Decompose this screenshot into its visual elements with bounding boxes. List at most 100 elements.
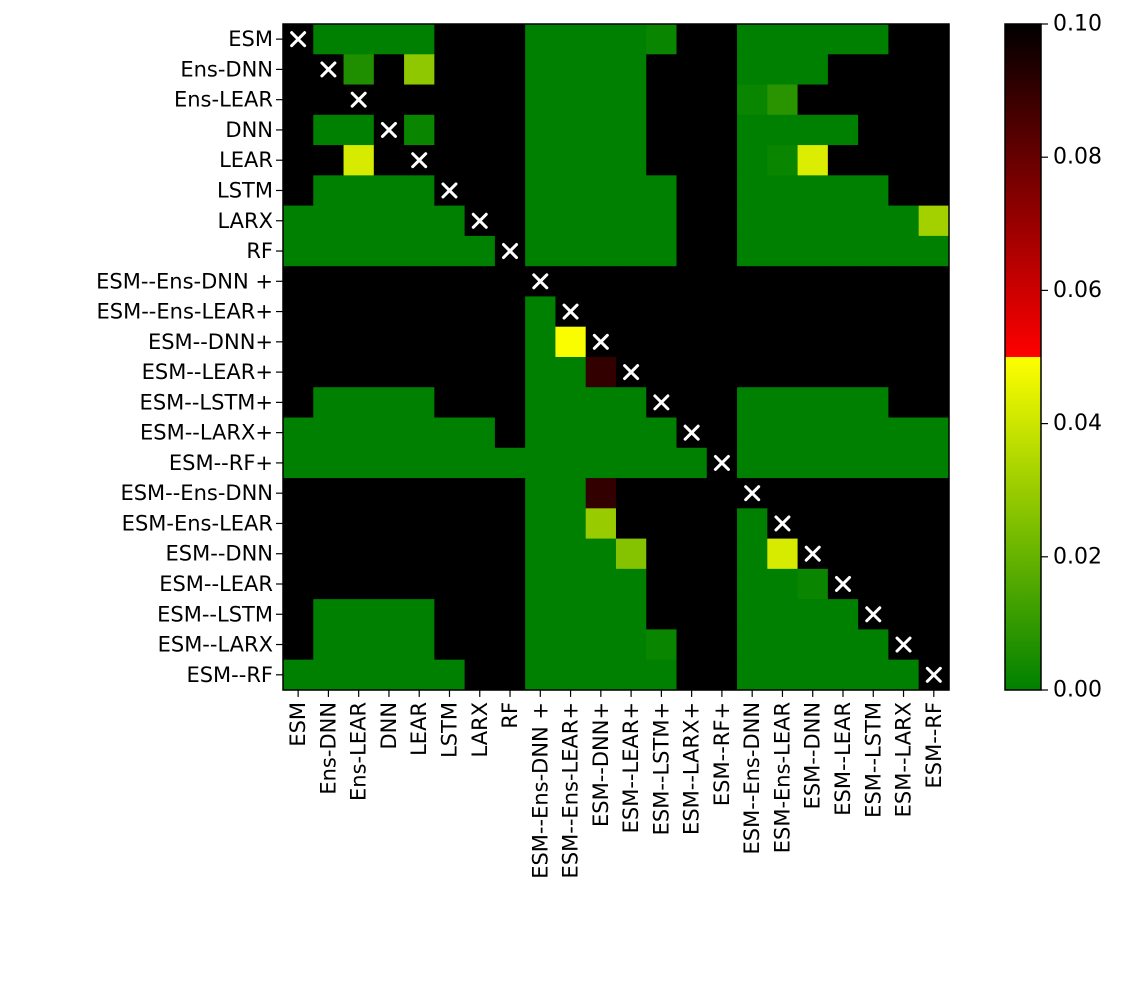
diagonal-x-marker xyxy=(774,515,791,532)
row-label: ESM--LSTM+ xyxy=(140,390,273,414)
heatmap-cell xyxy=(434,84,466,116)
heatmap-cell xyxy=(918,387,950,419)
heatmap-cell xyxy=(283,417,314,449)
heatmap-cell xyxy=(918,356,950,388)
heatmap-cell xyxy=(464,538,496,570)
heatmap-cell xyxy=(646,54,678,86)
row-label: ESM--Ens-DNN xyxy=(120,481,273,505)
row-label: ESM xyxy=(228,27,273,51)
heatmap-cell xyxy=(797,659,829,691)
heatmap-cell xyxy=(313,568,345,600)
diagonal-x-marker xyxy=(865,606,882,623)
heatmap-cell xyxy=(767,356,799,388)
heatmap-cell xyxy=(343,24,375,55)
heatmap-cell xyxy=(676,175,708,207)
diagonal-x-marker xyxy=(502,243,519,260)
heatmap-cell xyxy=(555,508,587,540)
heatmap-cell xyxy=(555,235,587,267)
row-label: ESM--LEAR+ xyxy=(142,360,273,384)
heatmap-cell xyxy=(858,84,889,116)
heatmap-cell xyxy=(555,205,587,237)
heatmap-cell xyxy=(434,508,466,540)
heatmap-cell xyxy=(464,629,496,661)
column-label: ESM--LSTM+ xyxy=(649,702,673,835)
heatmap-cell xyxy=(737,235,768,267)
heatmap-cell xyxy=(615,508,647,540)
column-label: LSTM xyxy=(437,702,461,758)
heatmap-cell xyxy=(283,356,314,388)
heatmap-cell xyxy=(434,659,466,691)
heatmap-cell xyxy=(464,478,496,509)
heatmap-cell xyxy=(373,145,405,176)
column-label: Ens-DNN xyxy=(316,702,340,795)
heatmap-cell xyxy=(797,24,829,55)
heatmap-cell xyxy=(373,568,405,600)
column-label: ESM--LEAR+ xyxy=(619,702,643,833)
heatmap-cell xyxy=(858,54,889,86)
row-label: ESM--LARX+ xyxy=(140,421,273,445)
heatmap-cell xyxy=(646,296,678,328)
diagonal-x-marker xyxy=(592,333,609,350)
heatmap-cell xyxy=(827,478,859,509)
heatmap-cell xyxy=(827,54,859,86)
heatmap-cell xyxy=(373,326,405,358)
heatmap-cell xyxy=(827,114,859,146)
heatmap-cell xyxy=(343,266,375,298)
heatmap-cell xyxy=(313,508,345,540)
heatmap-cell xyxy=(525,508,557,540)
heatmap-cell xyxy=(313,296,345,328)
heatmap-cell xyxy=(313,266,345,298)
heatmap-cell xyxy=(343,417,375,449)
diagonal-x-marker xyxy=(320,61,337,78)
heatmap-cell xyxy=(373,54,405,86)
heatmap-cell xyxy=(767,266,799,298)
heatmap-cell xyxy=(283,205,314,237)
heatmap-cell xyxy=(888,478,920,509)
heatmap-cell xyxy=(797,235,829,267)
heatmap-cell xyxy=(404,205,435,237)
column-label: RF xyxy=(498,702,522,729)
heatmap-cell xyxy=(767,387,799,419)
heatmap-cell xyxy=(525,568,557,600)
heatmap-cell xyxy=(404,356,435,388)
heatmap-cell xyxy=(888,326,920,358)
heatmap-cell xyxy=(373,356,405,388)
heatmap-cell xyxy=(313,417,345,449)
heatmap-cell xyxy=(525,235,557,267)
heatmap-cell xyxy=(797,568,829,600)
heatmap-cell xyxy=(918,447,950,479)
heatmap-cell xyxy=(585,417,617,449)
heatmap-cell xyxy=(737,54,768,86)
heatmap-cell xyxy=(555,356,587,388)
heatmap-cell xyxy=(525,145,557,176)
heatmap-cell xyxy=(585,629,617,661)
heatmap-cell xyxy=(404,508,435,540)
heatmap-cell xyxy=(373,235,405,267)
heatmap-cell xyxy=(585,84,617,116)
heatmap-cell xyxy=(676,296,708,328)
heatmap-cell xyxy=(373,478,405,509)
heatmap-cell xyxy=(918,145,950,176)
heatmap-cell xyxy=(615,266,647,298)
heatmap-cell xyxy=(918,417,950,449)
heatmap-cell xyxy=(373,629,405,661)
row-label: LARX xyxy=(217,209,273,233)
row-label: Ens-LEAR xyxy=(174,88,273,112)
heatmap-cell xyxy=(888,175,920,207)
heatmap-cell xyxy=(373,84,405,116)
heatmap-cell xyxy=(373,447,405,479)
heatmap-cell xyxy=(404,659,435,691)
heatmap-cell xyxy=(676,599,708,630)
column-label: ESM--RF xyxy=(922,702,946,789)
diagonal-x-marker xyxy=(290,31,307,48)
heatmap-cell xyxy=(283,175,314,207)
colorbar-tick-label: 0.04 xyxy=(1053,411,1102,436)
heatmap-cell xyxy=(525,387,557,419)
heatmap-cell xyxy=(283,235,314,267)
heatmap-cell xyxy=(676,266,708,298)
column-label: ESM--DNN xyxy=(801,702,825,809)
column-label: ESM xyxy=(286,702,310,747)
heatmap-cell xyxy=(767,447,799,479)
heatmap-cell xyxy=(585,538,617,570)
